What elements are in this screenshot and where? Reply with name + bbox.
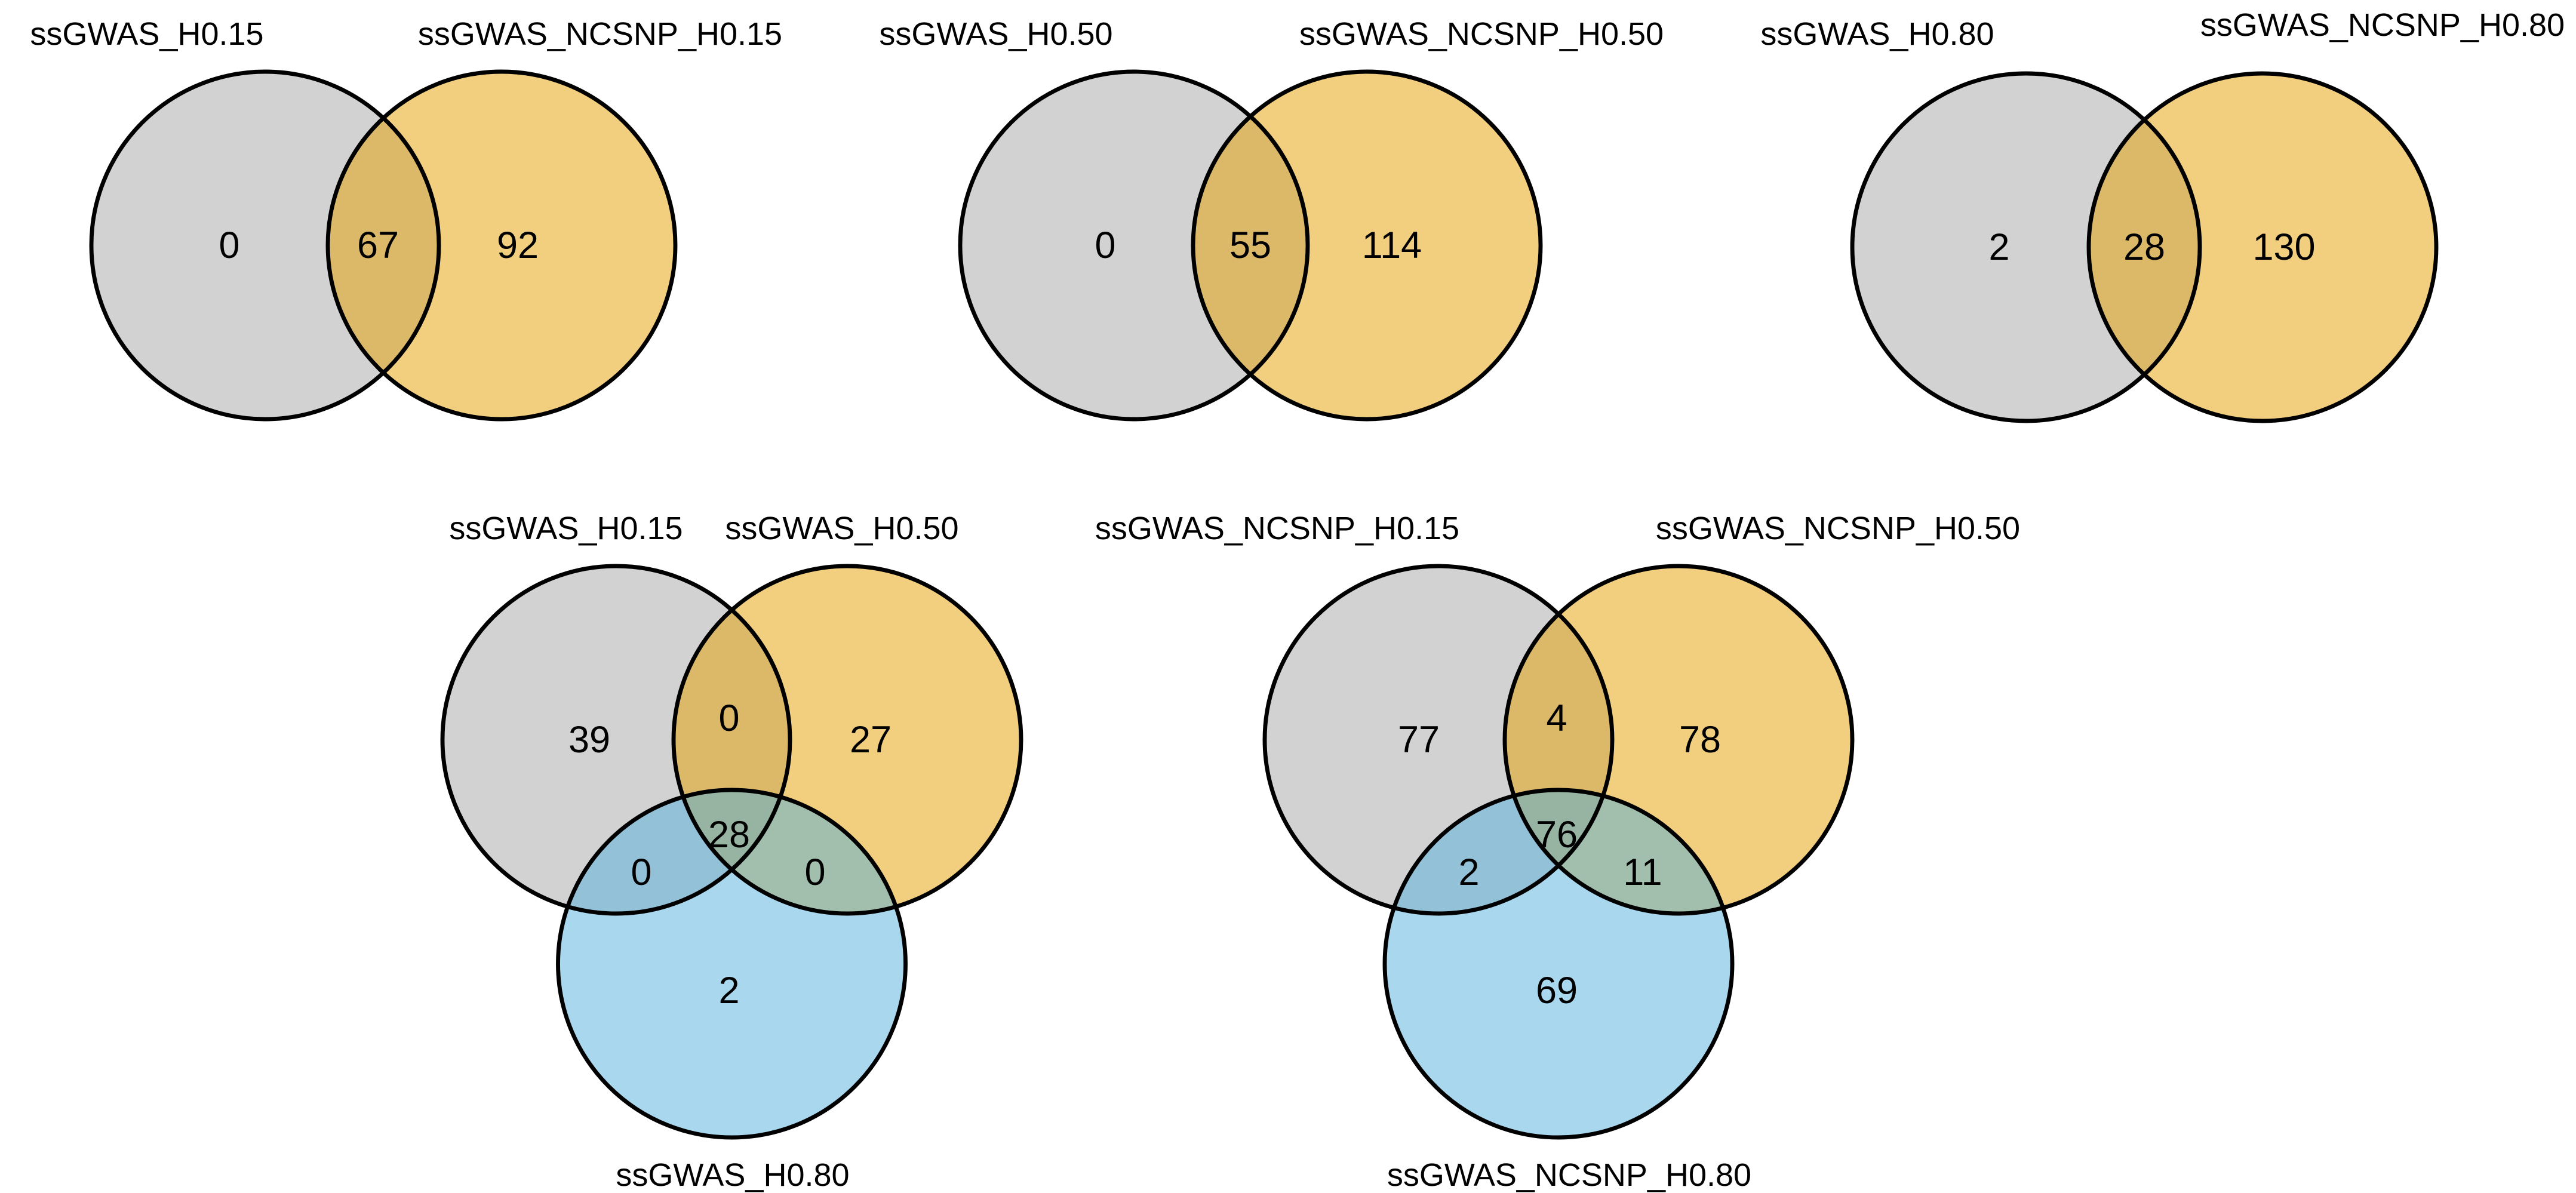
set-b-title: ssGWAS_H0.50 <box>725 511 958 546</box>
region-count-b-only: 130 <box>2252 226 2315 268</box>
set-a-circle-outline <box>89 69 441 422</box>
region-count-a-only: 77 <box>1398 719 1440 761</box>
region-count-a-and-b: 0 <box>718 697 739 739</box>
set-a-title: ssGWAS_H0.80 <box>1760 16 1994 52</box>
region-count-b-and-c: 11 <box>1623 851 1662 893</box>
region-count-a-only: 2 <box>1988 226 2009 268</box>
set-a-circle-outline <box>440 564 792 916</box>
venn2-h050: ssGWAS_H0.50 ssGWAS_NCSNP_H0.50 0 55 114 <box>879 16 1664 422</box>
region-count-c-only: 69 <box>1536 970 1578 1011</box>
venn3-ssgwas: ssGWAS_H0.15 ssGWAS_H0.50 ssGWAS_H0.80 3… <box>440 511 1023 1193</box>
region-count-a-and-b: 28 <box>2123 226 2165 268</box>
region-count-a-only: 0 <box>1095 225 1115 266</box>
set-a-circle-outline <box>958 69 1310 422</box>
set-a-circle-outline <box>1850 71 2202 423</box>
region-count-a-and-c: 0 <box>631 851 651 893</box>
set-b-title: ssGWAS_NCSNP_H0.15 <box>418 16 782 52</box>
set-a-title: ssGWAS_H0.50 <box>879 16 1112 52</box>
set-b-title: ssGWAS_NCSNP_H0.50 <box>1299 16 1664 52</box>
region-count-b-only: 114 <box>1362 225 1422 266</box>
set-c-circle-outline <box>556 788 908 1140</box>
set-b-circle-outline <box>1502 564 1855 916</box>
region-count-c-only: 2 <box>718 970 739 1011</box>
set-c-circle-fill <box>1385 790 1732 1137</box>
region-count-a-only: 0 <box>219 225 239 266</box>
set-c-title: ssGWAS_NCSNP_H0.80 <box>1387 1157 1751 1193</box>
region-count-a-and-b-and-c: 76 <box>1536 814 1578 856</box>
set-b-circle-outline <box>1191 69 1543 422</box>
region-count-a-and-b: 67 <box>357 225 399 266</box>
region-count-b-only: 92 <box>497 225 539 266</box>
region-count-a-and-c: 2 <box>1458 851 1479 893</box>
region-count-b-only: 27 <box>850 719 892 761</box>
venn2-h015: ssGWAS_H0.15 ssGWAS_NCSNP_H0.15 0 67 92 <box>30 16 782 422</box>
region-count-a-and-b: 55 <box>1229 225 1271 266</box>
set-c-circle-fill <box>558 790 906 1137</box>
region-count-b-only: 78 <box>1679 719 1721 761</box>
region-count-a-and-b: 4 <box>1546 697 1567 739</box>
region-count-b-and-c: 0 <box>804 851 825 893</box>
set-b-circle-outline <box>325 69 678 422</box>
set-b-circle-outline <box>2086 71 2439 423</box>
set-a-title: ssGWAS_H0.15 <box>30 16 263 52</box>
set-c-title: ssGWAS_H0.80 <box>616 1157 849 1193</box>
set-a-title: ssGWAS_H0.15 <box>449 511 683 546</box>
set-a-circle-outline <box>1262 564 1615 916</box>
venn2-h080: ssGWAS_H0.80 ssGWAS_NCSNP_H0.80 2 28 130 <box>1760 7 2565 423</box>
venn3-ssgwas-ncsnp: ssGWAS_NCSNP_H0.15 ssGWAS_NCSNP_H0.50 ss… <box>1095 511 2020 1193</box>
set-b-title: ssGWAS_NCSNP_H0.80 <box>2200 7 2565 43</box>
set-a-title: ssGWAS_NCSNP_H0.15 <box>1095 511 1459 546</box>
region-count-a-and-b-and-c: 28 <box>708 814 750 856</box>
set-b-title: ssGWAS_NCSNP_H0.50 <box>1656 511 2020 546</box>
set-b-circle-outline <box>671 564 1023 916</box>
set-c-circle-outline <box>1382 788 1735 1140</box>
region-count-a-only: 39 <box>568 719 610 761</box>
set-b-circle-fill <box>1193 72 1541 419</box>
